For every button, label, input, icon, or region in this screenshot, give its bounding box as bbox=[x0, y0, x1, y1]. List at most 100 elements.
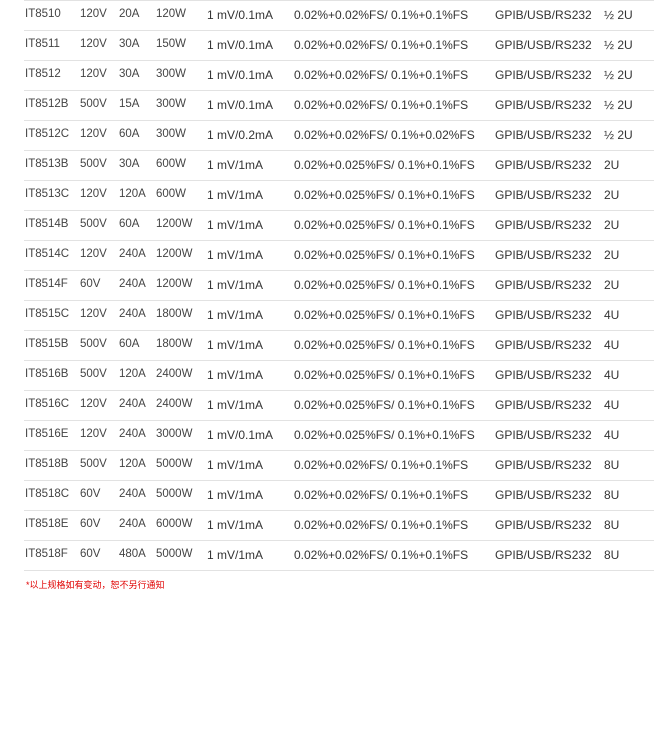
cell-voltage: 120V bbox=[80, 398, 107, 410]
cell-current: 240A bbox=[119, 398, 146, 410]
cell-interface: GPIB/USB/RS232 bbox=[495, 338, 592, 352]
table-row: IT8512 120V 30A 300W 1 mV/0.1mA 0.02%+0.02%FS… bbox=[24, 60, 654, 90]
cell-model: IT8514C bbox=[25, 248, 70, 260]
cell-power: 1800W bbox=[156, 338, 193, 350]
table-row: IT8514B 500V 60A 1200W 1 mV/1mA 0.02%+0.025%F… bbox=[24, 210, 654, 240]
cell-resolution: 1 mV/1mA bbox=[207, 188, 264, 202]
cell-accuracy: 0.02%+0.02%FS/ 0.1%+0.1%FS bbox=[294, 98, 469, 112]
cell-model: IT8518F bbox=[25, 548, 68, 560]
cell-power: 1800W bbox=[156, 308, 193, 320]
cell-accuracy: 0.02%+0.025%FS/ 0.1%+0.1%FS bbox=[294, 218, 475, 232]
cell-interface: GPIB/USB/RS232 bbox=[495, 518, 592, 532]
cell-model: IT8516B bbox=[25, 368, 69, 380]
cell-accuracy: 0.02%+0.025%FS/ 0.1%+0.1%FS bbox=[294, 368, 475, 382]
cell-model: IT8511 bbox=[25, 38, 60, 50]
table-row: IT8514F 60V 240A 1200W 1 mV/1mA 0.02%+0.025%F… bbox=[24, 270, 654, 300]
cell-size: 2U bbox=[604, 218, 620, 232]
cell-current: 240A bbox=[119, 308, 146, 320]
cell-size: 8U bbox=[604, 458, 620, 472]
cell-power: 300W bbox=[156, 68, 187, 80]
cell-interface: GPIB/USB/RS232 bbox=[495, 128, 592, 142]
cell-size: ½ 2U bbox=[604, 128, 633, 142]
cell-size: ½ 2U bbox=[604, 38, 633, 52]
cell-model: IT8514F bbox=[25, 278, 68, 290]
cell-power: 300W bbox=[156, 128, 187, 140]
cell-size: 4U bbox=[604, 308, 620, 322]
cell-accuracy: 0.02%+0.02%FS/ 0.1%+0.1%FS bbox=[294, 458, 469, 472]
cell-accuracy: 0.02%+0.025%FS/ 0.1%+0.1%FS bbox=[294, 338, 475, 352]
cell-accuracy: 0.02%+0.025%FS/ 0.1%+0.1%FS bbox=[294, 188, 475, 202]
cell-current: 15A bbox=[119, 98, 140, 110]
cell-accuracy: 0.02%+0.02%FS/ 0.1%+0.1%FS bbox=[294, 38, 469, 52]
cell-interface: GPIB/USB/RS232 bbox=[495, 368, 592, 382]
cell-interface: GPIB/USB/RS232 bbox=[495, 38, 592, 52]
cell-accuracy: 0.02%+0.02%FS/ 0.1%+0.1%FS bbox=[294, 8, 469, 22]
cell-power: 5000W bbox=[156, 458, 193, 470]
cell-voltage: 500V bbox=[80, 158, 107, 170]
cell-power: 150W bbox=[156, 38, 187, 50]
cell-voltage: 120V bbox=[80, 188, 107, 200]
cell-voltage: 120V bbox=[80, 128, 107, 140]
cell-size: ½ 2U bbox=[604, 68, 633, 82]
cell-size: ½ 2U bbox=[604, 8, 633, 22]
cell-size: ½ 2U bbox=[604, 98, 633, 112]
cell-voltage: 60V bbox=[80, 278, 101, 290]
table-row: IT8510 120V 20A 120W 1 mV/0.1mA 0.02%+0.02%FS… bbox=[24, 0, 654, 30]
cell-resolution: 1 mV/1mA bbox=[207, 398, 264, 412]
cell-voltage: 120V bbox=[80, 68, 107, 80]
cell-model: IT8514B bbox=[25, 218, 69, 230]
cell-power: 600W bbox=[156, 158, 187, 170]
cell-resolution: 1 mV/1mA bbox=[207, 338, 264, 352]
cell-power: 300W bbox=[156, 98, 187, 110]
table-row: IT8511 120V 30A 150W 1 mV/0.1mA 0.02%+0.02%FS… bbox=[24, 30, 654, 60]
cell-power: 2400W bbox=[156, 368, 193, 380]
cell-model: IT8518C bbox=[25, 488, 70, 500]
cell-resolution: 1 mV/1mA bbox=[207, 488, 264, 502]
cell-accuracy: 0.02%+0.025%FS/ 0.1%+0.1%FS bbox=[294, 278, 475, 292]
cell-voltage: 500V bbox=[80, 458, 107, 470]
cell-size: 4U bbox=[604, 428, 620, 442]
cell-model: IT8510 bbox=[25, 8, 61, 20]
cell-power: 6000W bbox=[156, 518, 193, 530]
cell-current: 120A bbox=[119, 368, 146, 380]
cell-size: 2U bbox=[604, 248, 620, 262]
table-row: IT8515C 120V 240A 1800W 1 mV/1mA 0.02%+0.025%… bbox=[24, 300, 654, 330]
cell-current: 60A bbox=[119, 218, 140, 230]
cell-resolution: 1 mV/1mA bbox=[207, 158, 264, 172]
cell-power: 1200W bbox=[156, 248, 193, 260]
cell-interface: GPIB/USB/RS232 bbox=[495, 278, 592, 292]
cell-accuracy: 0.02%+0.02%FS/ 0.1%+0.1%FS bbox=[294, 548, 469, 562]
cell-interface: GPIB/USB/RS232 bbox=[495, 398, 592, 412]
table-row: IT8514C 120V 240A 1200W 1 mV/1mA 0.02%+0.025%… bbox=[24, 240, 654, 270]
cell-voltage: 60V bbox=[80, 488, 101, 500]
cell-interface: GPIB/USB/RS232 bbox=[495, 8, 592, 22]
cell-interface: GPIB/USB/RS232 bbox=[495, 158, 592, 172]
cell-model: IT8512 bbox=[25, 68, 61, 80]
table-row: IT8518E 60V 240A 6000W 1 mV/1mA 0.02%+0.02%FS… bbox=[24, 510, 654, 540]
cell-accuracy: 0.02%+0.02%FS/ 0.1%+0.02%FS bbox=[294, 128, 475, 142]
cell-resolution: 1 mV/1mA bbox=[207, 368, 264, 382]
cell-resolution: 1 mV/0.1mA bbox=[207, 68, 274, 82]
cell-model: IT8518E bbox=[25, 518, 69, 530]
cell-interface: GPIB/USB/RS232 bbox=[495, 458, 592, 472]
table-row: IT8518C 60V 240A 5000W 1 mV/1mA 0.02%+0.02%FS… bbox=[24, 480, 654, 510]
cell-voltage: 60V bbox=[80, 518, 101, 530]
cell-current: 240A bbox=[119, 248, 146, 260]
cell-current: 30A bbox=[119, 38, 140, 50]
cell-interface: GPIB/USB/RS232 bbox=[495, 548, 592, 562]
cell-interface: GPIB/USB/RS232 bbox=[495, 218, 592, 232]
cell-voltage: 500V bbox=[80, 368, 107, 380]
cell-resolution: 1 mV/0.1mA bbox=[207, 8, 274, 22]
cell-power: 1200W bbox=[156, 218, 193, 230]
cell-size: 8U bbox=[604, 488, 620, 502]
cell-size: 8U bbox=[604, 518, 620, 532]
cell-interface: GPIB/USB/RS232 bbox=[495, 488, 592, 502]
cell-voltage: 500V bbox=[80, 218, 107, 230]
cell-size: 4U bbox=[604, 338, 620, 352]
cell-resolution: 1 mV/0.1mA bbox=[207, 38, 274, 52]
cell-interface: GPIB/USB/RS232 bbox=[495, 98, 592, 112]
cell-model: IT8513B bbox=[25, 158, 69, 170]
table-row: IT8512B 500V 15A 300W 1 mV/0.1mA 0.02%+0.02%F… bbox=[24, 90, 654, 120]
cell-resolution: 1 mV/0.1mA bbox=[207, 98, 274, 112]
disclaimer-note: *以上规格如有变动，恕不另行通知 bbox=[26, 580, 165, 590]
